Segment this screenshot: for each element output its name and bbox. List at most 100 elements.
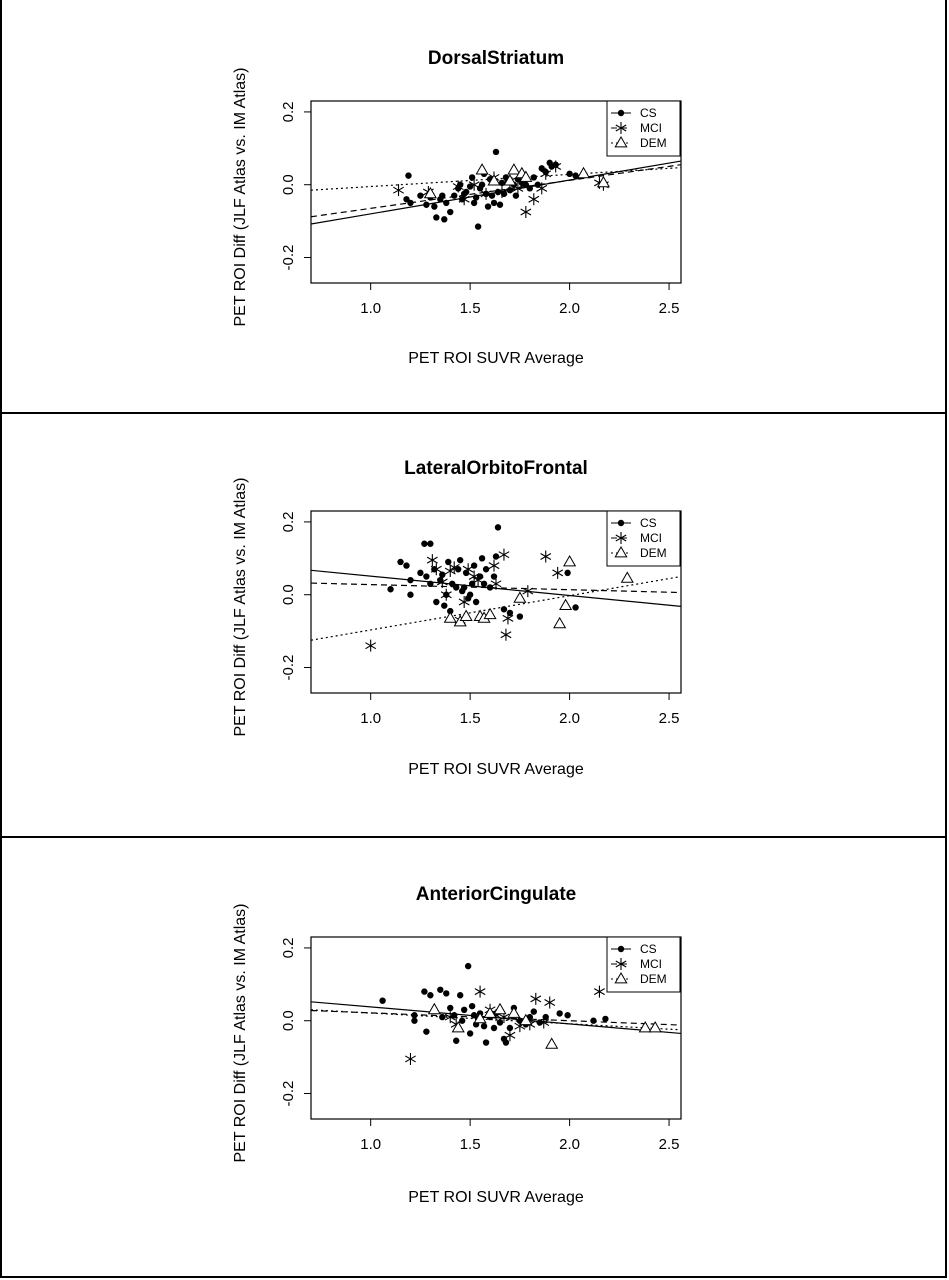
point-cs	[433, 598, 440, 606]
point-cs	[602, 1015, 609, 1023]
legend-label: DEM	[640, 136, 667, 150]
point-cs	[474, 223, 482, 230]
plot-area	[311, 962, 681, 1065]
point-cs	[423, 573, 430, 580]
point-cs	[472, 598, 480, 606]
point-cs	[572, 604, 579, 611]
point-cs	[411, 1017, 418, 1024]
chart-1: DorsalStriatum 1.0 1.5 2.0 2.5 -0.2 0.0 0.2 PET …	[232, 48, 682, 367]
point-dem	[545, 1037, 559, 1049]
chart-title: DorsalStriatum	[428, 48, 564, 69]
x-tick-label: 1.0	[360, 1136, 381, 1153]
point-dem	[483, 607, 497, 620]
point-mci	[393, 184, 404, 197]
point-dem	[648, 1020, 662, 1033]
point-mci	[436, 575, 448, 588]
point-cs	[423, 201, 430, 208]
point-cs	[492, 553, 500, 560]
point-cs	[379, 997, 386, 1004]
point-cs	[490, 199, 498, 207]
point-cs	[464, 962, 472, 970]
point-mci	[530, 992, 542, 1005]
legend-marker-dem	[614, 971, 628, 984]
point-dem	[563, 554, 577, 567]
point-cs	[468, 1002, 476, 1010]
point-mci	[480, 187, 492, 200]
point-dem	[459, 609, 473, 621]
legend-label: CS	[640, 942, 657, 956]
x-tick-label: 2.5	[659, 1136, 680, 1153]
point-cs	[421, 540, 428, 547]
point-mci	[426, 554, 438, 567]
x-axis-label: PET ROI SUVR Average	[408, 761, 584, 778]
point-cs	[427, 540, 434, 547]
point-cs	[423, 1028, 430, 1035]
point-cs	[407, 576, 414, 584]
point-cs	[421, 988, 428, 995]
point-dem	[453, 615, 467, 627]
point-dem	[638, 1020, 652, 1033]
y-tick-label: 0.2	[280, 101, 297, 122]
point-dem	[493, 1002, 507, 1015]
point-cs	[447, 1004, 454, 1012]
point-cs	[470, 562, 478, 569]
chart-title: LateralOrbitoFrontal	[404, 458, 588, 479]
point-mci	[490, 577, 502, 590]
point-cs	[500, 606, 508, 613]
legend-label: CS	[640, 516, 657, 530]
point-mci	[544, 996, 556, 1009]
x-axis-label: PET ROI SUVR Average	[408, 350, 584, 367]
y-axis-label: PET ROI Diff (JLF Atlas vs. IM Atlas)	[232, 903, 249, 1162]
point-cs	[417, 192, 424, 199]
x-tick-label: 1.5	[460, 300, 481, 317]
point-mci	[458, 193, 470, 206]
point-dem	[559, 598, 573, 611]
point-cs	[441, 602, 448, 609]
point-cs	[484, 203, 492, 210]
legend-label: MCI	[640, 957, 662, 971]
point-dem	[427, 1002, 441, 1015]
point-mci	[502, 612, 514, 625]
point-cs	[490, 1024, 498, 1032]
point-cs	[466, 1030, 474, 1037]
chart-2: LateralOrbitoFrontal 1.0 1.5 2.0 2.5 -0.2 0.0 0…	[232, 458, 682, 778]
point-cs	[437, 986, 444, 993]
y-tick-label: 0.2	[280, 937, 297, 958]
point-dem	[513, 591, 527, 603]
point-cs	[478, 181, 486, 188]
point-cs	[498, 179, 506, 187]
point-cs	[516, 613, 524, 620]
y-tick-label: 0.2	[280, 511, 297, 532]
point-dem	[507, 163, 521, 175]
y-tick-label: 0.0	[280, 174, 297, 195]
y-tick-label: 0.0	[280, 1010, 297, 1031]
point-cs	[443, 990, 450, 997]
point-cs	[534, 181, 541, 188]
point-cs	[445, 558, 452, 566]
point-mci	[498, 548, 510, 561]
plot-area	[311, 148, 681, 230]
x-tick-label: 2.5	[659, 710, 680, 727]
plot-area	[311, 524, 681, 652]
legend-marker-mci	[615, 958, 627, 970]
point-dem	[423, 186, 437, 199]
point-mci	[440, 588, 452, 601]
legend-marker-mci	[615, 532, 627, 544]
x-tick-label: 2.0	[559, 300, 580, 317]
point-mci	[462, 563, 474, 576]
point-mci	[488, 559, 500, 572]
plot-frame	[310, 510, 682, 694]
point-mci	[496, 186, 508, 198]
plot-frame	[310, 100, 682, 284]
point-cs	[427, 992, 434, 999]
y-tick-label: -0.2	[280, 655, 297, 681]
y-tick-label: -0.2	[280, 1081, 297, 1107]
point-cs	[405, 172, 412, 179]
x-axis-label: PET ROI SUVR Average	[408, 1189, 584, 1206]
chart-panel-1	[0, 0, 947, 412]
point-cs	[526, 185, 534, 192]
chart-panel-3	[0, 836, 947, 1278]
legend-label: MCI	[640, 531, 662, 545]
point-dem	[443, 611, 457, 623]
